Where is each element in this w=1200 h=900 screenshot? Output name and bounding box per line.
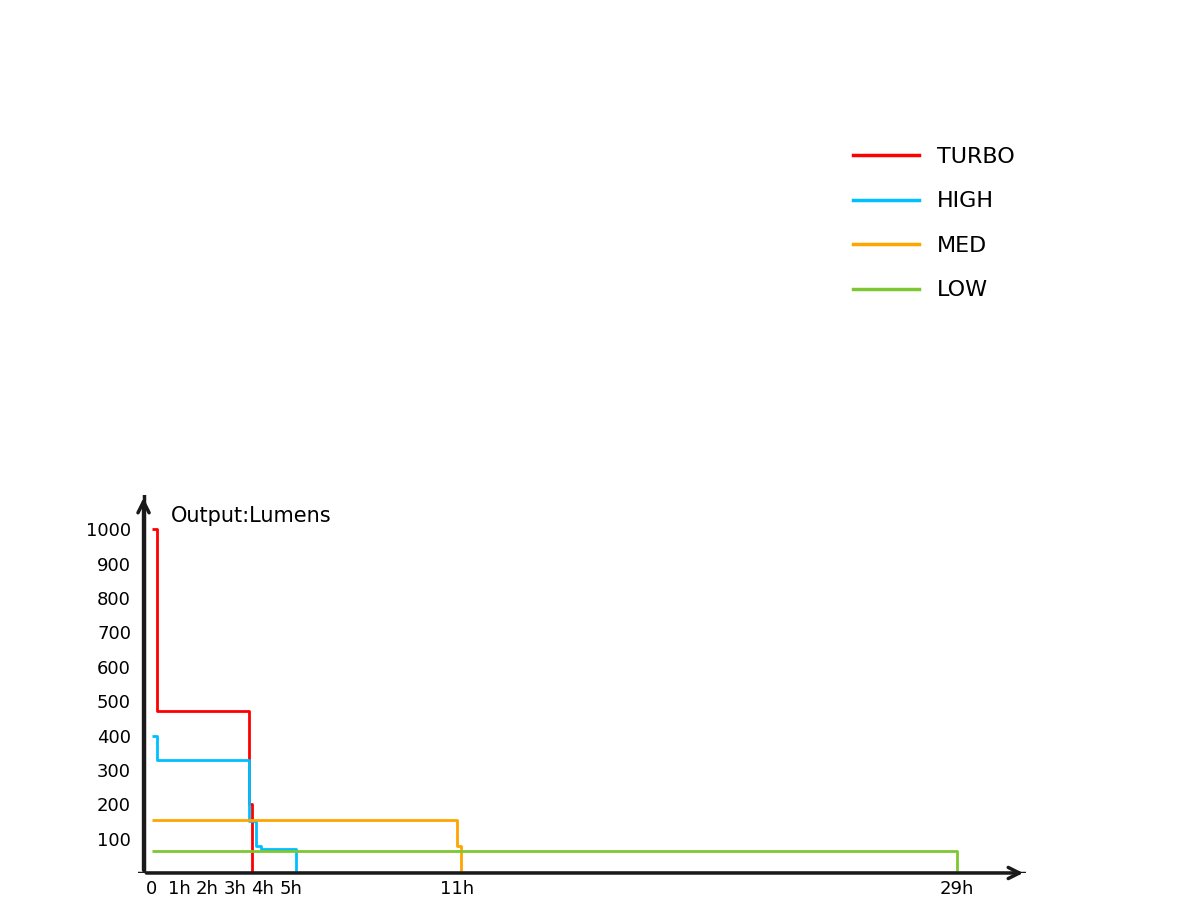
Legend: TURBO, HIGH, MED, LOW: TURBO, HIGH, MED, LOW — [853, 147, 1015, 301]
Text: Output:Lumens: Output:Lumens — [172, 507, 332, 526]
